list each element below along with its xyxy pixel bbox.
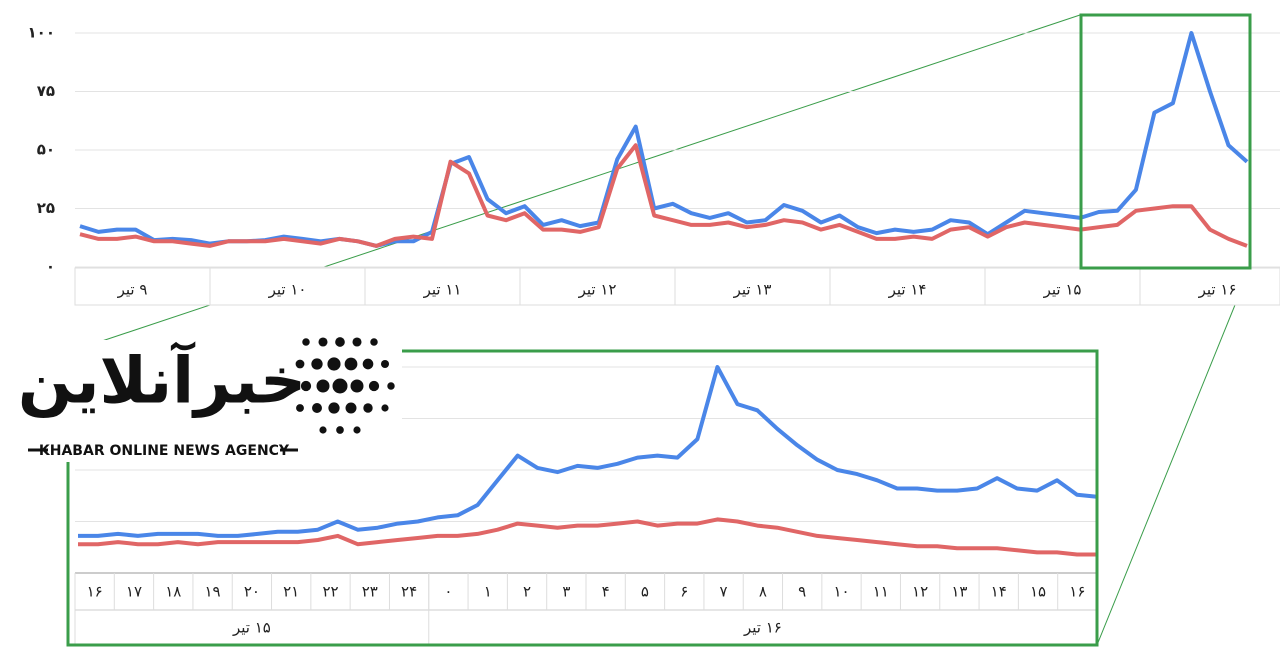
x-tick-label: ۱۳ تیر [733,281,772,299]
x-tick-label: ۱۸ [165,583,181,601]
logo-dot [387,382,395,390]
x-tick-label: ۳ [562,583,570,601]
x-tick-label: ۲۲ [322,583,338,601]
series-line [78,365,1098,538]
series-line [79,31,1249,248]
logo-dot [302,338,310,346]
x-tick-label: ۲۰ [244,583,260,601]
x-axis-band [74,267,1280,306]
x-tick-label: ۴ [602,583,610,601]
x-tick-label: ۱۰ تیر [268,281,307,299]
logo-tagline: KHABAR ONLINE NEWS AGENCY [39,443,290,459]
x-tick-label: ۱۲ [912,583,928,601]
logo-dot [328,402,340,414]
x-tick-label: ۶ [680,583,688,601]
zoom-line [1096,267,1251,646]
logo-dot [370,338,378,346]
y-tick-label: ۱۰۰ [28,24,55,42]
logo-dot [332,378,348,394]
x-tick-label: ۱۲ تیر [578,281,617,299]
logo-dot [380,359,390,369]
x-tick-label: ۵ [641,583,649,601]
logo-dot [345,402,357,414]
x-tick-label: ۰ [444,583,452,601]
x-tick-label: ۱۵ تیر [1043,281,1082,299]
logo-dot [316,379,330,393]
logo-dot [353,426,361,434]
logo-dot [344,357,358,371]
x-tick-label: ۹ تیر [117,281,148,299]
x-tick-label: ۱۱ تیر [423,281,462,299]
x-tick-label: ۱۹ [205,583,221,601]
logo-dot [327,357,341,371]
logo-dot [312,403,322,413]
logo-dot [336,426,344,434]
logo-name: خبرآنلاین [18,341,306,419]
x-tick-label: ۱ [484,583,492,601]
logo-globe [295,337,395,434]
x-tick-label: ۱۶ [1069,583,1085,601]
logo-dot [296,404,304,412]
x-tick-label: ۱۰ [833,583,849,601]
logo-dot [295,359,305,369]
logo-dot [318,337,328,347]
x-tick-label: ۲۱ [283,583,299,601]
x-tick-label: ۱۵ [1030,583,1046,601]
logo-dot [352,337,362,347]
x-tick-label: ۱۱ [873,583,889,601]
logo-dot [381,404,389,412]
x-tick-label: ۱۶ [87,583,103,601]
logo: خبرآنلاین KHABAR ONLINE NEWS AGENCY [18,337,402,462]
logo-dot [319,426,327,434]
series-line [78,517,1097,557]
y-tick-label: ۲۵ [37,199,55,217]
x-tick-label: ۸ [759,583,767,601]
y-tick-label: ۷۵ [37,82,55,100]
logo-dot [362,358,374,370]
x-tick-label: ۱۳ [951,583,967,601]
x-tick-label: ۷ [720,583,728,601]
x-group-label: ۱۵ تیر [232,619,271,637]
series-line [79,143,1248,248]
logo-dot [311,358,323,370]
logo-dot [368,380,380,392]
zoom-frame [1079,13,1252,270]
x-tick-label: ۱۴ [991,583,1007,601]
x-tick-label: ۹ [798,583,806,601]
zoom-frame [66,349,1099,647]
x-tick-label: ۱۷ [126,583,142,601]
logo-dot [363,403,373,413]
x-tick-label: ۱۶ تیر [1198,281,1237,299]
x-group-label: ۱۶ تیر [743,619,782,637]
logo-dot [350,379,364,393]
logo-dot [300,380,312,392]
y-tick-label: ۵۰ [37,141,55,159]
x-tick-label: ۲ [523,583,531,601]
x-tick-label: ۲۴ [401,583,417,601]
logo-dot [335,337,345,347]
x-tick-label: ۲۳ [362,583,378,601]
y-tick-label: ۰ [46,258,55,276]
x-tick-label: ۱۴ تیر [888,281,927,299]
